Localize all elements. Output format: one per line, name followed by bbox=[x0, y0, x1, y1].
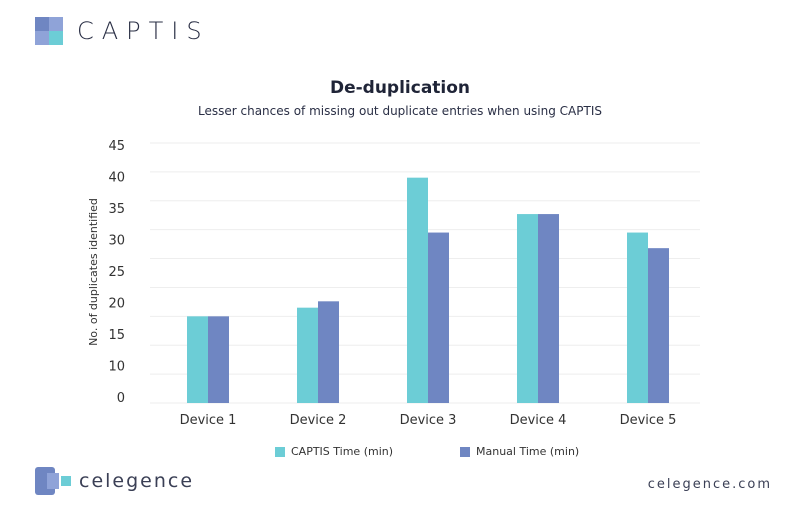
y-tick-label: 20 bbox=[108, 297, 125, 312]
legend-item-manual: Manual Time (min) bbox=[460, 445, 579, 458]
chart-title: De-duplication bbox=[329, 78, 471, 98]
y-tick-label: 10 bbox=[108, 360, 125, 375]
captis-logo: CAPTIS bbox=[35, 17, 210, 45]
legend-swatch-captis bbox=[275, 446, 285, 457]
celegence-logo: celegence bbox=[35, 467, 194, 495]
y-tick-label: 45 bbox=[108, 139, 125, 154]
x-tick-label: Device 5 bbox=[620, 413, 677, 428]
legend-swatch-manual bbox=[460, 446, 470, 457]
legend-label-captis: CAPTIS Time (min) bbox=[291, 445, 394, 458]
y-tick-label: 40 bbox=[108, 171, 125, 186]
y-axis-label: No. of duplicates identified bbox=[87, 198, 100, 346]
y-tick-label: 35 bbox=[108, 202, 125, 217]
bar-chart: 45 40 35 30 25 20 15 10 0 Device 1 Device 2 Device… bbox=[87, 139, 700, 428]
legend-label-manual: Manual Time (min) bbox=[476, 445, 580, 458]
bar-captis bbox=[627, 232, 648, 403]
footer-url: celegence.com bbox=[647, 477, 772, 492]
bar-captis bbox=[407, 177, 428, 403]
bar-captis bbox=[517, 214, 538, 403]
celegence-brand-text: celegence bbox=[79, 470, 195, 492]
x-tick-label: Device 2 bbox=[290, 413, 347, 428]
y-tick-label: 15 bbox=[108, 328, 125, 343]
bar-manual bbox=[208, 316, 229, 403]
y-tick-label: 30 bbox=[108, 234, 125, 249]
bar-manual bbox=[648, 248, 669, 403]
y-tick-label: 25 bbox=[108, 265, 125, 280]
chart-subtitle: Lesser chances of missing out duplicate … bbox=[198, 104, 602, 118]
y-tick-label: 0 bbox=[117, 391, 125, 406]
captis-brand-text: CAPTIS bbox=[77, 17, 210, 45]
bar-manual bbox=[318, 301, 339, 403]
bar-manual bbox=[428, 232, 449, 403]
bar-manual bbox=[538, 214, 559, 403]
x-tick-label: Device 4 bbox=[510, 413, 567, 428]
celegence-logo-mark bbox=[35, 467, 71, 495]
x-tick-label: Device 1 bbox=[180, 413, 237, 428]
captis-logo-mark bbox=[35, 17, 63, 45]
legend-item-captis: CAPTIS Time (min) bbox=[275, 445, 393, 458]
bar-captis bbox=[187, 316, 208, 403]
x-tick-label: Device 3 bbox=[400, 413, 457, 428]
bar-captis bbox=[297, 307, 318, 403]
